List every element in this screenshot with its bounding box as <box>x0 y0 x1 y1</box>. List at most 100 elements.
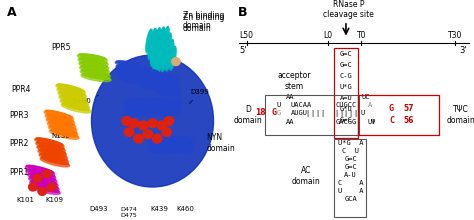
Text: PPR3: PPR3 <box>9 111 29 120</box>
Circle shape <box>148 119 157 128</box>
Ellipse shape <box>27 170 56 179</box>
Ellipse shape <box>82 73 110 79</box>
Text: 57: 57 <box>403 104 414 113</box>
Ellipse shape <box>158 107 179 110</box>
Text: L50: L50 <box>239 31 254 40</box>
Ellipse shape <box>117 69 142 76</box>
Ellipse shape <box>79 62 109 70</box>
Ellipse shape <box>155 28 160 50</box>
Circle shape <box>124 128 134 136</box>
Ellipse shape <box>155 82 179 87</box>
Text: UΨ: UΨ <box>367 119 376 125</box>
Text: C    A: C A <box>338 180 364 186</box>
Circle shape <box>138 121 148 130</box>
Ellipse shape <box>81 66 109 72</box>
Ellipse shape <box>49 130 79 139</box>
Ellipse shape <box>138 83 161 88</box>
Circle shape <box>38 187 46 195</box>
Text: AA: AA <box>285 94 294 100</box>
Text: L0: L0 <box>323 31 333 40</box>
Ellipse shape <box>169 141 192 145</box>
Ellipse shape <box>136 80 162 86</box>
Ellipse shape <box>150 29 157 53</box>
Text: 5': 5' <box>239 46 247 55</box>
Text: G*U: G*U <box>339 106 352 112</box>
Text: PPR1: PPR1 <box>9 168 29 177</box>
Text: |: | <box>334 110 338 117</box>
Ellipse shape <box>164 33 172 57</box>
Ellipse shape <box>159 27 164 49</box>
Ellipse shape <box>60 95 87 103</box>
Ellipse shape <box>169 137 192 141</box>
Ellipse shape <box>156 86 179 91</box>
Text: TΨC
domain: TΨC domain <box>447 105 474 125</box>
Text: UACAA: UACAA <box>291 102 312 108</box>
Ellipse shape <box>36 138 63 146</box>
Text: D474
D475: D474 D475 <box>120 207 137 218</box>
Ellipse shape <box>137 75 160 81</box>
Ellipse shape <box>125 107 146 110</box>
Text: G=C: G=C <box>339 62 352 68</box>
Text: |: | <box>306 110 310 117</box>
Ellipse shape <box>40 158 70 167</box>
Bar <box>358 95 438 135</box>
Ellipse shape <box>157 103 181 108</box>
Ellipse shape <box>78 58 108 66</box>
Ellipse shape <box>141 103 164 108</box>
Ellipse shape <box>25 166 55 175</box>
Text: PPR4: PPR4 <box>12 85 31 94</box>
Ellipse shape <box>79 58 107 64</box>
Ellipse shape <box>137 83 163 90</box>
Ellipse shape <box>153 49 160 73</box>
Ellipse shape <box>155 42 162 66</box>
Circle shape <box>172 58 180 66</box>
Ellipse shape <box>161 34 167 58</box>
Text: K109: K109 <box>45 197 63 204</box>
Ellipse shape <box>170 46 175 68</box>
Text: |: | <box>344 110 348 117</box>
Ellipse shape <box>117 65 140 70</box>
Ellipse shape <box>118 69 141 74</box>
Text: D
domain: D domain <box>233 105 262 125</box>
Ellipse shape <box>157 35 163 56</box>
Text: G=C: G=C <box>339 117 352 123</box>
Ellipse shape <box>45 115 75 124</box>
Ellipse shape <box>156 111 180 116</box>
Ellipse shape <box>118 73 143 79</box>
Ellipse shape <box>57 84 84 92</box>
Circle shape <box>162 128 171 136</box>
Ellipse shape <box>80 62 108 68</box>
Ellipse shape <box>155 42 161 64</box>
Text: |: | <box>310 110 315 117</box>
Ellipse shape <box>153 35 158 57</box>
Ellipse shape <box>115 61 141 68</box>
Ellipse shape <box>31 181 58 189</box>
Ellipse shape <box>165 47 172 71</box>
Ellipse shape <box>61 99 89 107</box>
Ellipse shape <box>48 122 76 130</box>
Ellipse shape <box>39 149 66 157</box>
Ellipse shape <box>38 150 67 159</box>
Ellipse shape <box>79 54 106 60</box>
Ellipse shape <box>151 42 156 64</box>
Ellipse shape <box>149 148 171 152</box>
Ellipse shape <box>170 136 191 140</box>
Ellipse shape <box>125 110 146 114</box>
Ellipse shape <box>155 90 181 97</box>
Ellipse shape <box>27 165 54 173</box>
Ellipse shape <box>155 78 178 83</box>
Text: GCA: GCA <box>344 196 357 202</box>
Ellipse shape <box>154 82 180 89</box>
Ellipse shape <box>150 43 157 66</box>
Ellipse shape <box>124 111 147 116</box>
Ellipse shape <box>158 99 181 104</box>
Text: PPR5: PPR5 <box>52 43 71 52</box>
Circle shape <box>164 117 173 125</box>
Ellipse shape <box>27 169 55 177</box>
Ellipse shape <box>124 103 148 108</box>
Ellipse shape <box>136 76 161 82</box>
Ellipse shape <box>156 35 164 59</box>
Ellipse shape <box>125 99 148 104</box>
Ellipse shape <box>77 54 108 62</box>
Text: C  U: C U <box>342 148 359 154</box>
